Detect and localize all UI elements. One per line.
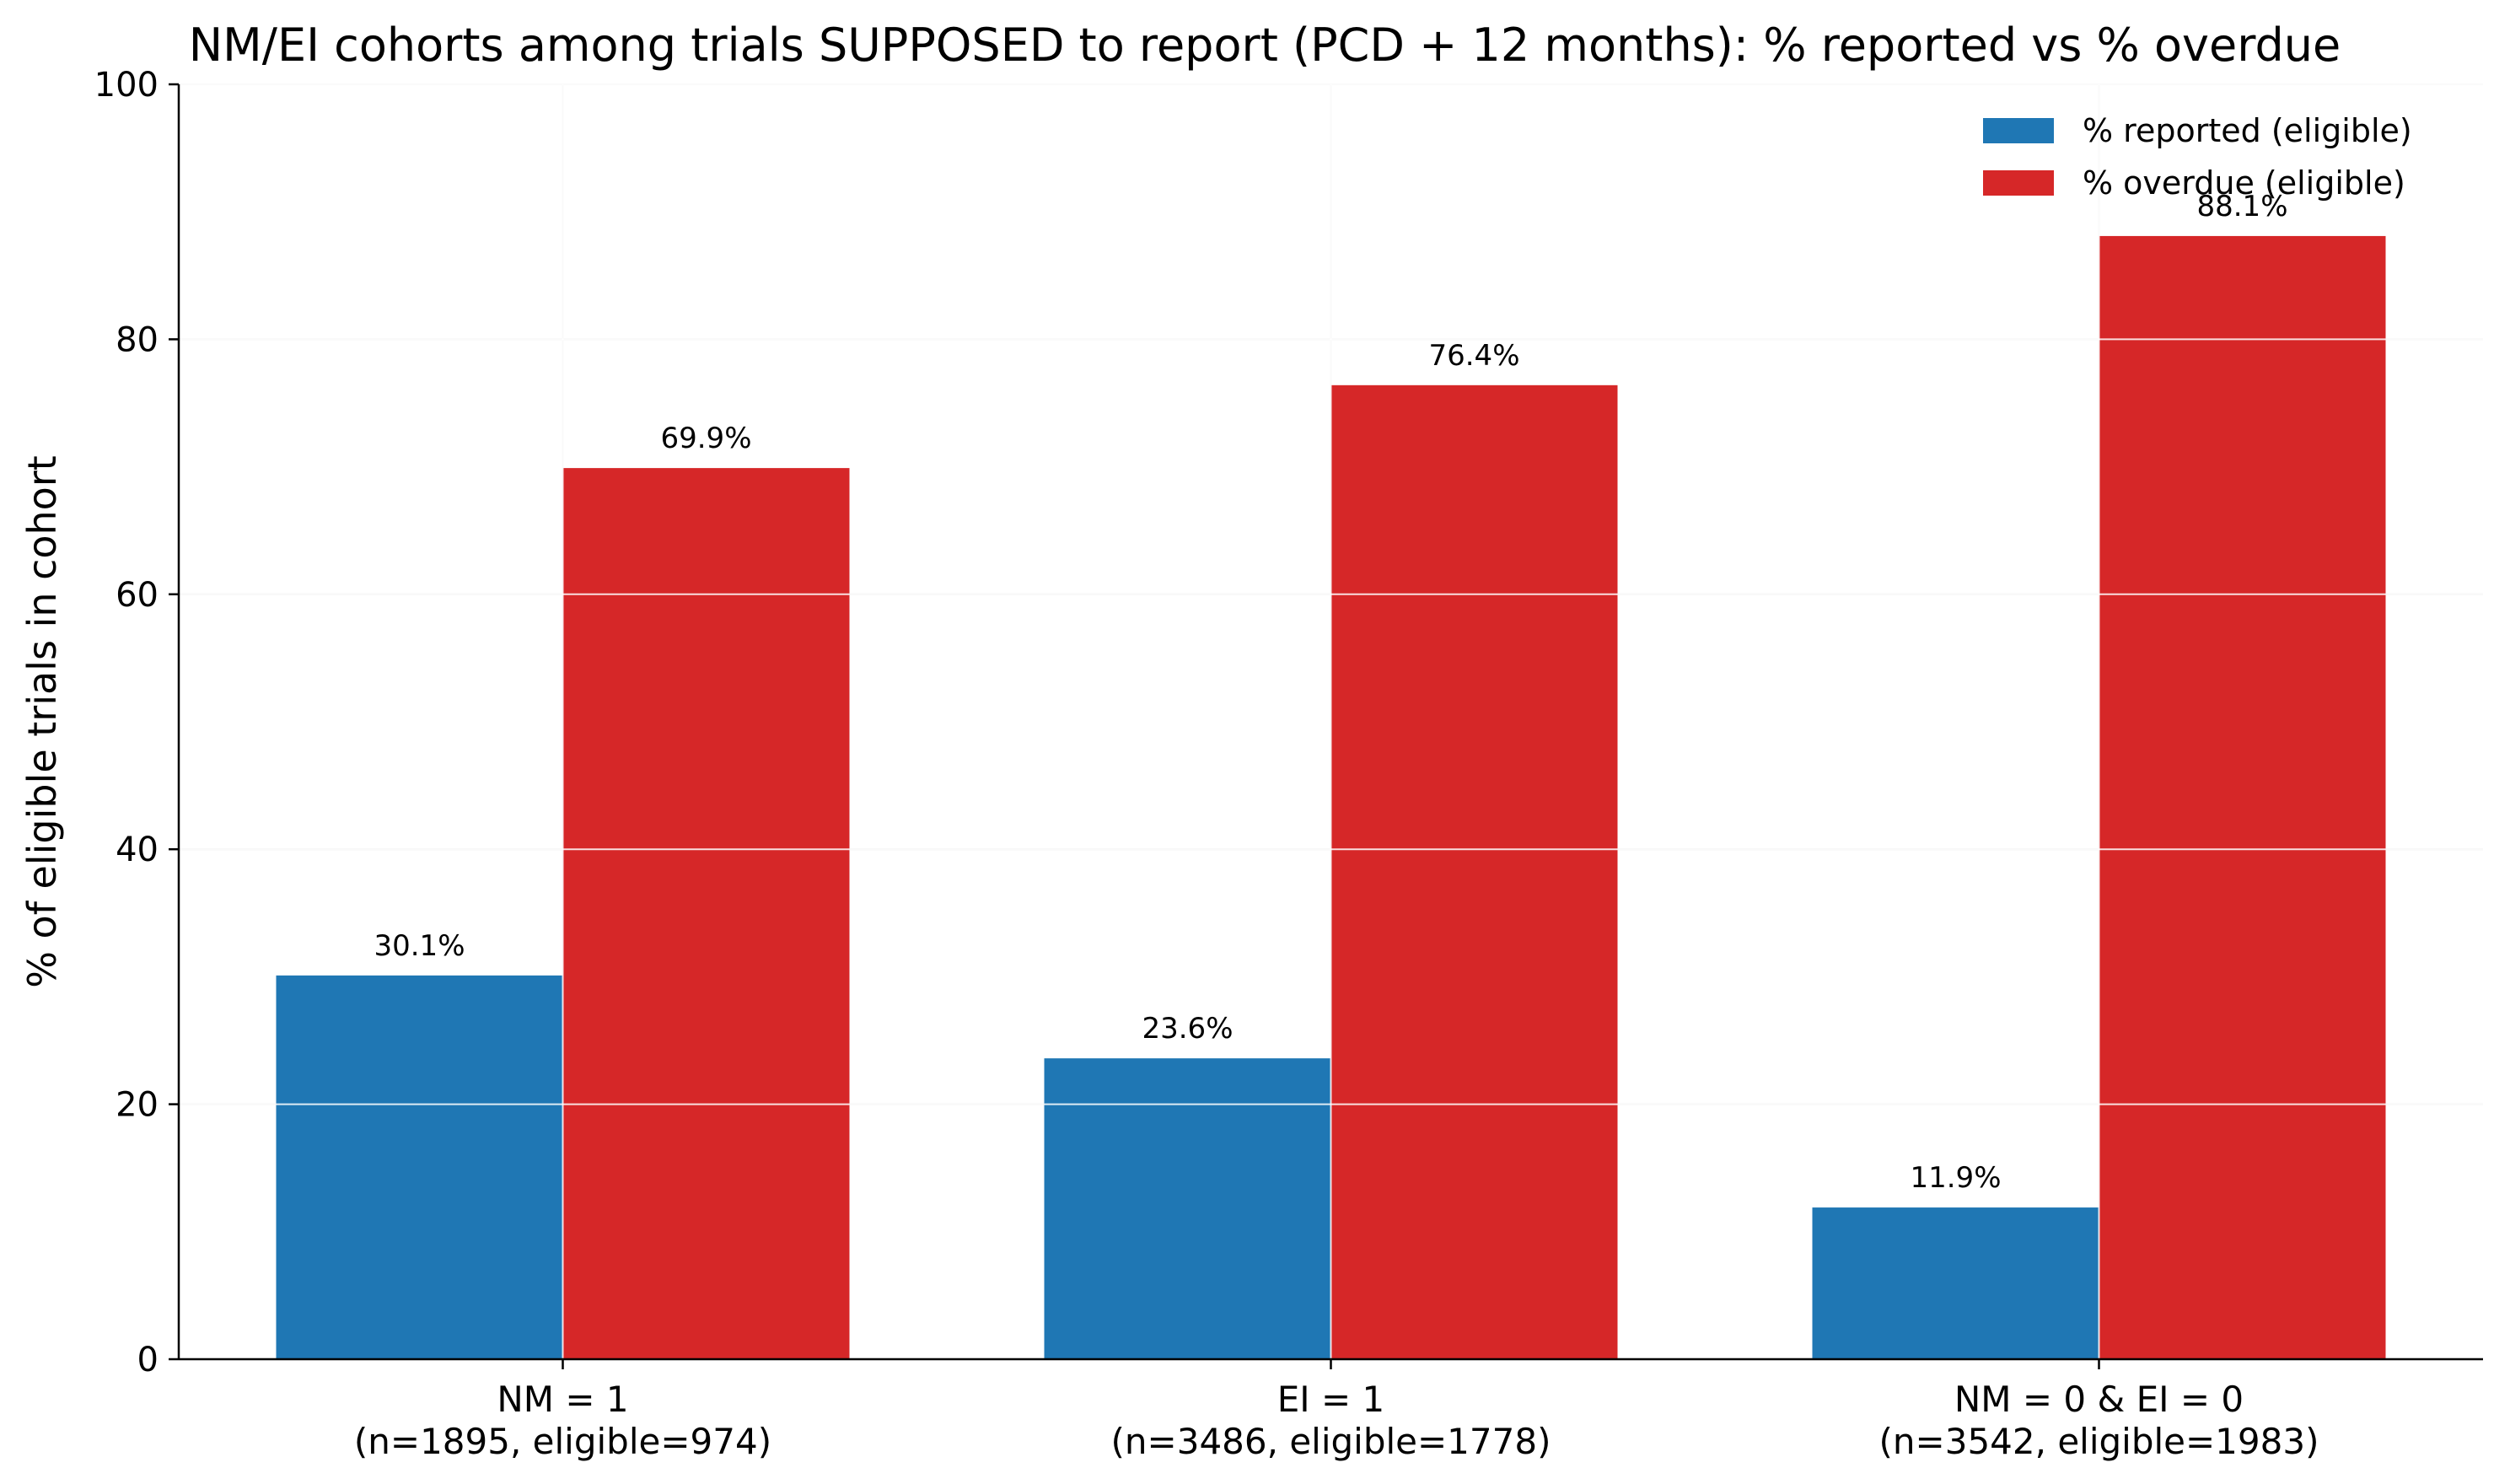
x-tick-sublabel: (n=1895, eligible=974): [354, 1421, 771, 1462]
legend-swatch: [1983, 170, 2054, 196]
y-tick-label: 60: [116, 576, 159, 615]
bar-reported: [276, 975, 563, 1359]
y-axis-label: % of eligible trials in cohort: [19, 455, 65, 988]
y-tick-label: 20: [116, 1086, 159, 1125]
x-tick-sublabel: (n=3542, eligible=1983): [1879, 1421, 2319, 1462]
data-labels: 30.1% 23.6% 11.9% 69.9% 76.4% 88.1%: [374, 190, 2287, 1195]
x-tick-label: NM = 0 & EI = 0: [1954, 1379, 2244, 1420]
y-tick-label: 40: [116, 831, 159, 869]
x-tick-sublabel: (n=3486, eligible=1778): [1111, 1421, 1551, 1462]
bar-value-label: 23.6%: [1142, 1012, 1233, 1046]
legend-swatch: [1983, 118, 2054, 143]
bar-value-label: 11.9%: [1910, 1161, 2001, 1195]
bar-value-label: 69.9%: [660, 422, 751, 455]
x-tick-label: EI = 1: [1277, 1379, 1385, 1420]
y-tick-label: 80: [116, 320, 159, 359]
bars: [179, 83, 2483, 1360]
bar-reported: [1044, 1058, 1331, 1359]
x-tick-label: NM = 1: [497, 1379, 628, 1420]
bar-overdue: [1330, 384, 1618, 1359]
bar-value-label: 30.1%: [374, 929, 465, 963]
legend-label: % reported (eligible): [2083, 112, 2412, 149]
axes: 0 20 40 60 80 100 NM = 1(n=1895, eligible=974)…: [94, 66, 2483, 1462]
legend-label: % overdue (eligible): [2083, 164, 2405, 202]
legend: % reported (eligible) % overdue (eligible…: [1983, 112, 2412, 202]
bar-value-label: 88.1%: [2196, 190, 2287, 223]
bar-reported: [1812, 1207, 2099, 1359]
bar-overdue: [2099, 235, 2386, 1360]
y-tick-label: 100: [94, 66, 159, 105]
bar-overdue: [562, 468, 850, 1359]
bar-value-label: 76.4%: [1428, 339, 1519, 373]
chart-title: NM/EI cohorts among trials SUPPOSED to r…: [189, 19, 2341, 72]
y-tick-label: 0: [137, 1341, 159, 1379]
